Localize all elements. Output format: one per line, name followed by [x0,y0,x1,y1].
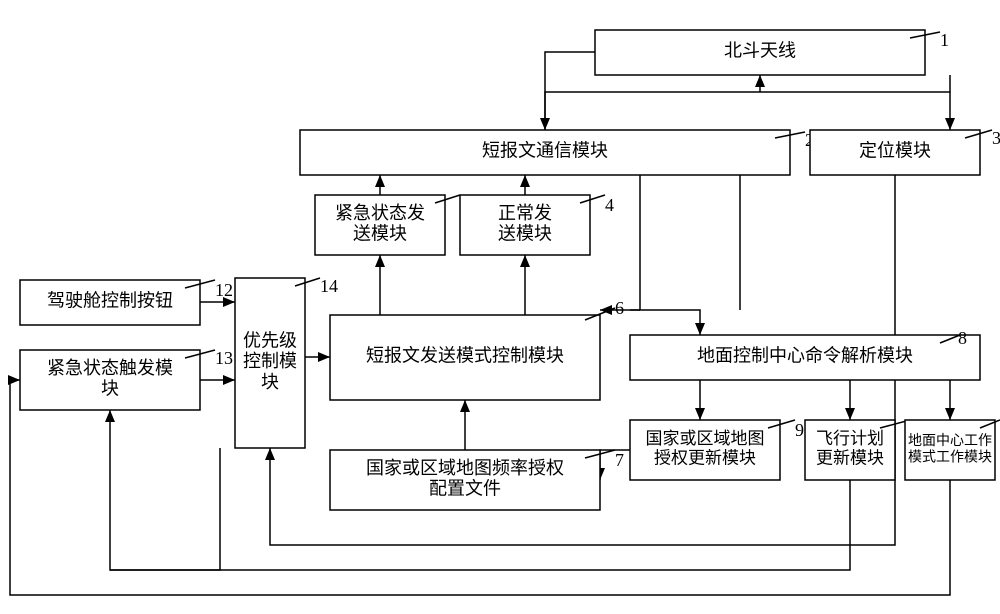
node-n1: 北斗天线 1 [595,30,949,75]
node-label: 控制模 [243,351,297,371]
node-label: 模式工作模块 [908,449,992,465]
node-label: 定位模块 [859,141,931,161]
node-label: 地面控制中心命令解析模块 [697,346,913,366]
node-n3: 定位模块 3 [810,128,1000,175]
callout-number: 9 [795,420,804,440]
node-n11: 地面中心工作模式工作模块11 [905,420,1000,480]
connector [545,52,595,130]
node-label: 配置文件 [429,478,501,498]
node-label: 驾驶舱控制按钮 [47,291,173,311]
callout-number: 14 [320,276,338,296]
callout-number: 13 [215,348,233,368]
arrow-head [375,175,385,187]
node-n4: 正常发送模块 4 [460,195,614,255]
node-label: 块 [261,372,279,392]
node-label: 国家或区域地图 [646,429,765,448]
connector [545,75,950,130]
callout-number: 7 [615,450,624,470]
callout-number: 1 [940,30,949,50]
node-label: 送模块 [498,223,552,243]
node-n8: 地面控制中心命令解析模块 8 [630,328,980,380]
node-label: 短报文发送模式控制模块 [366,346,564,366]
callout-number: 12 [215,280,233,300]
node-n6: 短报文发送模式控制模块 6 [330,298,624,400]
arrow-head [105,410,115,422]
node-n14: 优先级控制模块 14 [235,276,338,448]
arrow-head [945,118,955,130]
node-n5: 紧急状态发送模块5 [315,195,469,255]
callout-number: 6 [615,298,624,318]
arrow-head [223,375,235,385]
node-label: 国家或区域地图频率授权 [366,458,564,478]
node-n9: 国家或区域地图授权更新模块 9 [630,420,804,480]
arrow-head [520,255,530,267]
arrow-head [520,175,530,187]
node-label: 优先级 [243,330,297,350]
arrow-head [945,408,955,420]
node-label: 块 [101,378,119,398]
node-label: 更新模块 [816,449,884,468]
node-label: 飞行计划 [816,429,884,448]
node-label: 授权更新模块 [654,449,756,468]
node-label: 紧急状态触发模 [47,358,173,378]
diagram-canvas: 北斗天线1短报文通信模块2定位模块3紧急状态发送模块5正常发送模块4驾驶舱控制按… [0,0,1000,614]
callout-number: 4 [605,195,614,215]
arrow-head [318,352,330,362]
arrow-head [460,400,470,412]
callout-number: 8 [958,328,967,348]
arrow-head [265,448,275,460]
callout-number: 3 [992,128,1000,148]
node-label: 短报文通信模块 [482,141,608,161]
node-label: 北斗天线 [724,41,796,61]
node-n2: 短报文通信模块2 [300,130,814,175]
arrow-head [375,255,385,267]
connector [110,448,220,570]
node-n13: 紧急状态触发模块 13 [20,348,233,410]
arrow-head [755,75,765,87]
arrow-head [8,375,20,385]
arrow-head [695,323,705,335]
arrow-head [695,408,705,420]
connector [640,175,700,335]
node-label: 地面中心工作 [908,433,992,449]
arrow-head [845,408,855,420]
node-label: 送模块 [353,223,407,243]
node-label: 正常发 [498,203,552,223]
node-label: 紧急状态发 [335,203,425,223]
node-n7: 国家或区域地图频率授权配置文件 7 [330,450,624,510]
